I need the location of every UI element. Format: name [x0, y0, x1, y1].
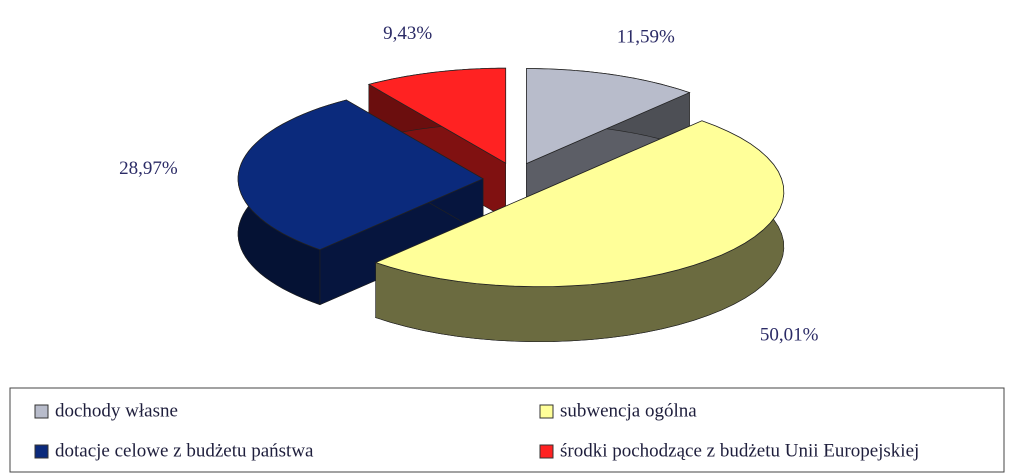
data-label: 11,59%: [617, 26, 675, 47]
slice: [367, 67, 507, 164]
legend-label: dochody własne: [55, 400, 178, 421]
legend-swatch: [539, 404, 554, 419]
data-label: 28,97%: [119, 158, 178, 179]
slice: [374, 120, 785, 288]
legend-swatch: [539, 444, 554, 459]
legend-box: [9, 387, 1005, 473]
legend-swatch: [34, 404, 49, 419]
legend-swatch: [34, 444, 49, 459]
data-label: 9,43%: [383, 23, 432, 44]
legend-label: subwencja ogólna: [560, 400, 697, 421]
slice: [237, 99, 484, 251]
legend-label: dotacje celowe z budżetu państwa: [55, 440, 314, 461]
slice: [526, 68, 691, 165]
legend-label: środki pochodzące z budżetu Unii Europej…: [560, 440, 919, 461]
data-label: 50,01%: [760, 325, 819, 346]
